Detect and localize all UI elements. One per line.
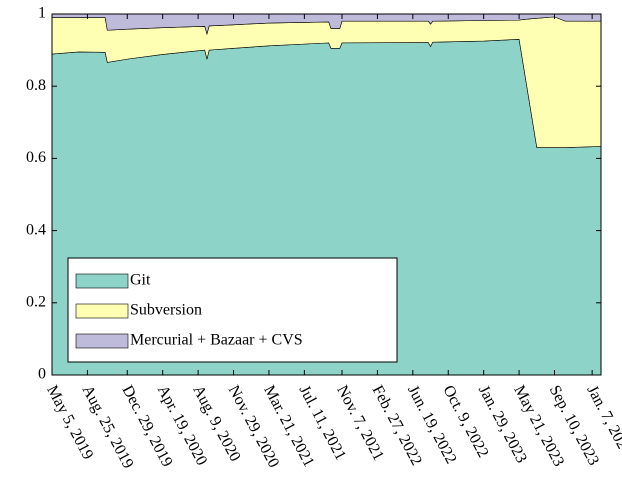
legend-swatch: [75, 303, 129, 319]
y-tick-label: 0.4: [26, 221, 46, 238]
y-tick-label: 0.8: [26, 77, 46, 94]
y-tick-label: 0.2: [26, 293, 46, 310]
plot-frame: [51, 13, 602, 376]
legend: Git Subversion Mercurial + Bazaar + CVS: [67, 257, 398, 363]
y-tick-label: 1: [38, 5, 46, 22]
legend-label: Subversion: [130, 302, 202, 319]
legend-label: Git: [130, 272, 151, 289]
legend-swatch: [75, 273, 129, 289]
legend-swatch: [75, 333, 129, 349]
legend-label: Mercurial + Bazaar + CVS: [130, 332, 303, 349]
y-tick-label: 0.6: [26, 149, 46, 166]
y-tick-label: 0: [38, 366, 46, 383]
